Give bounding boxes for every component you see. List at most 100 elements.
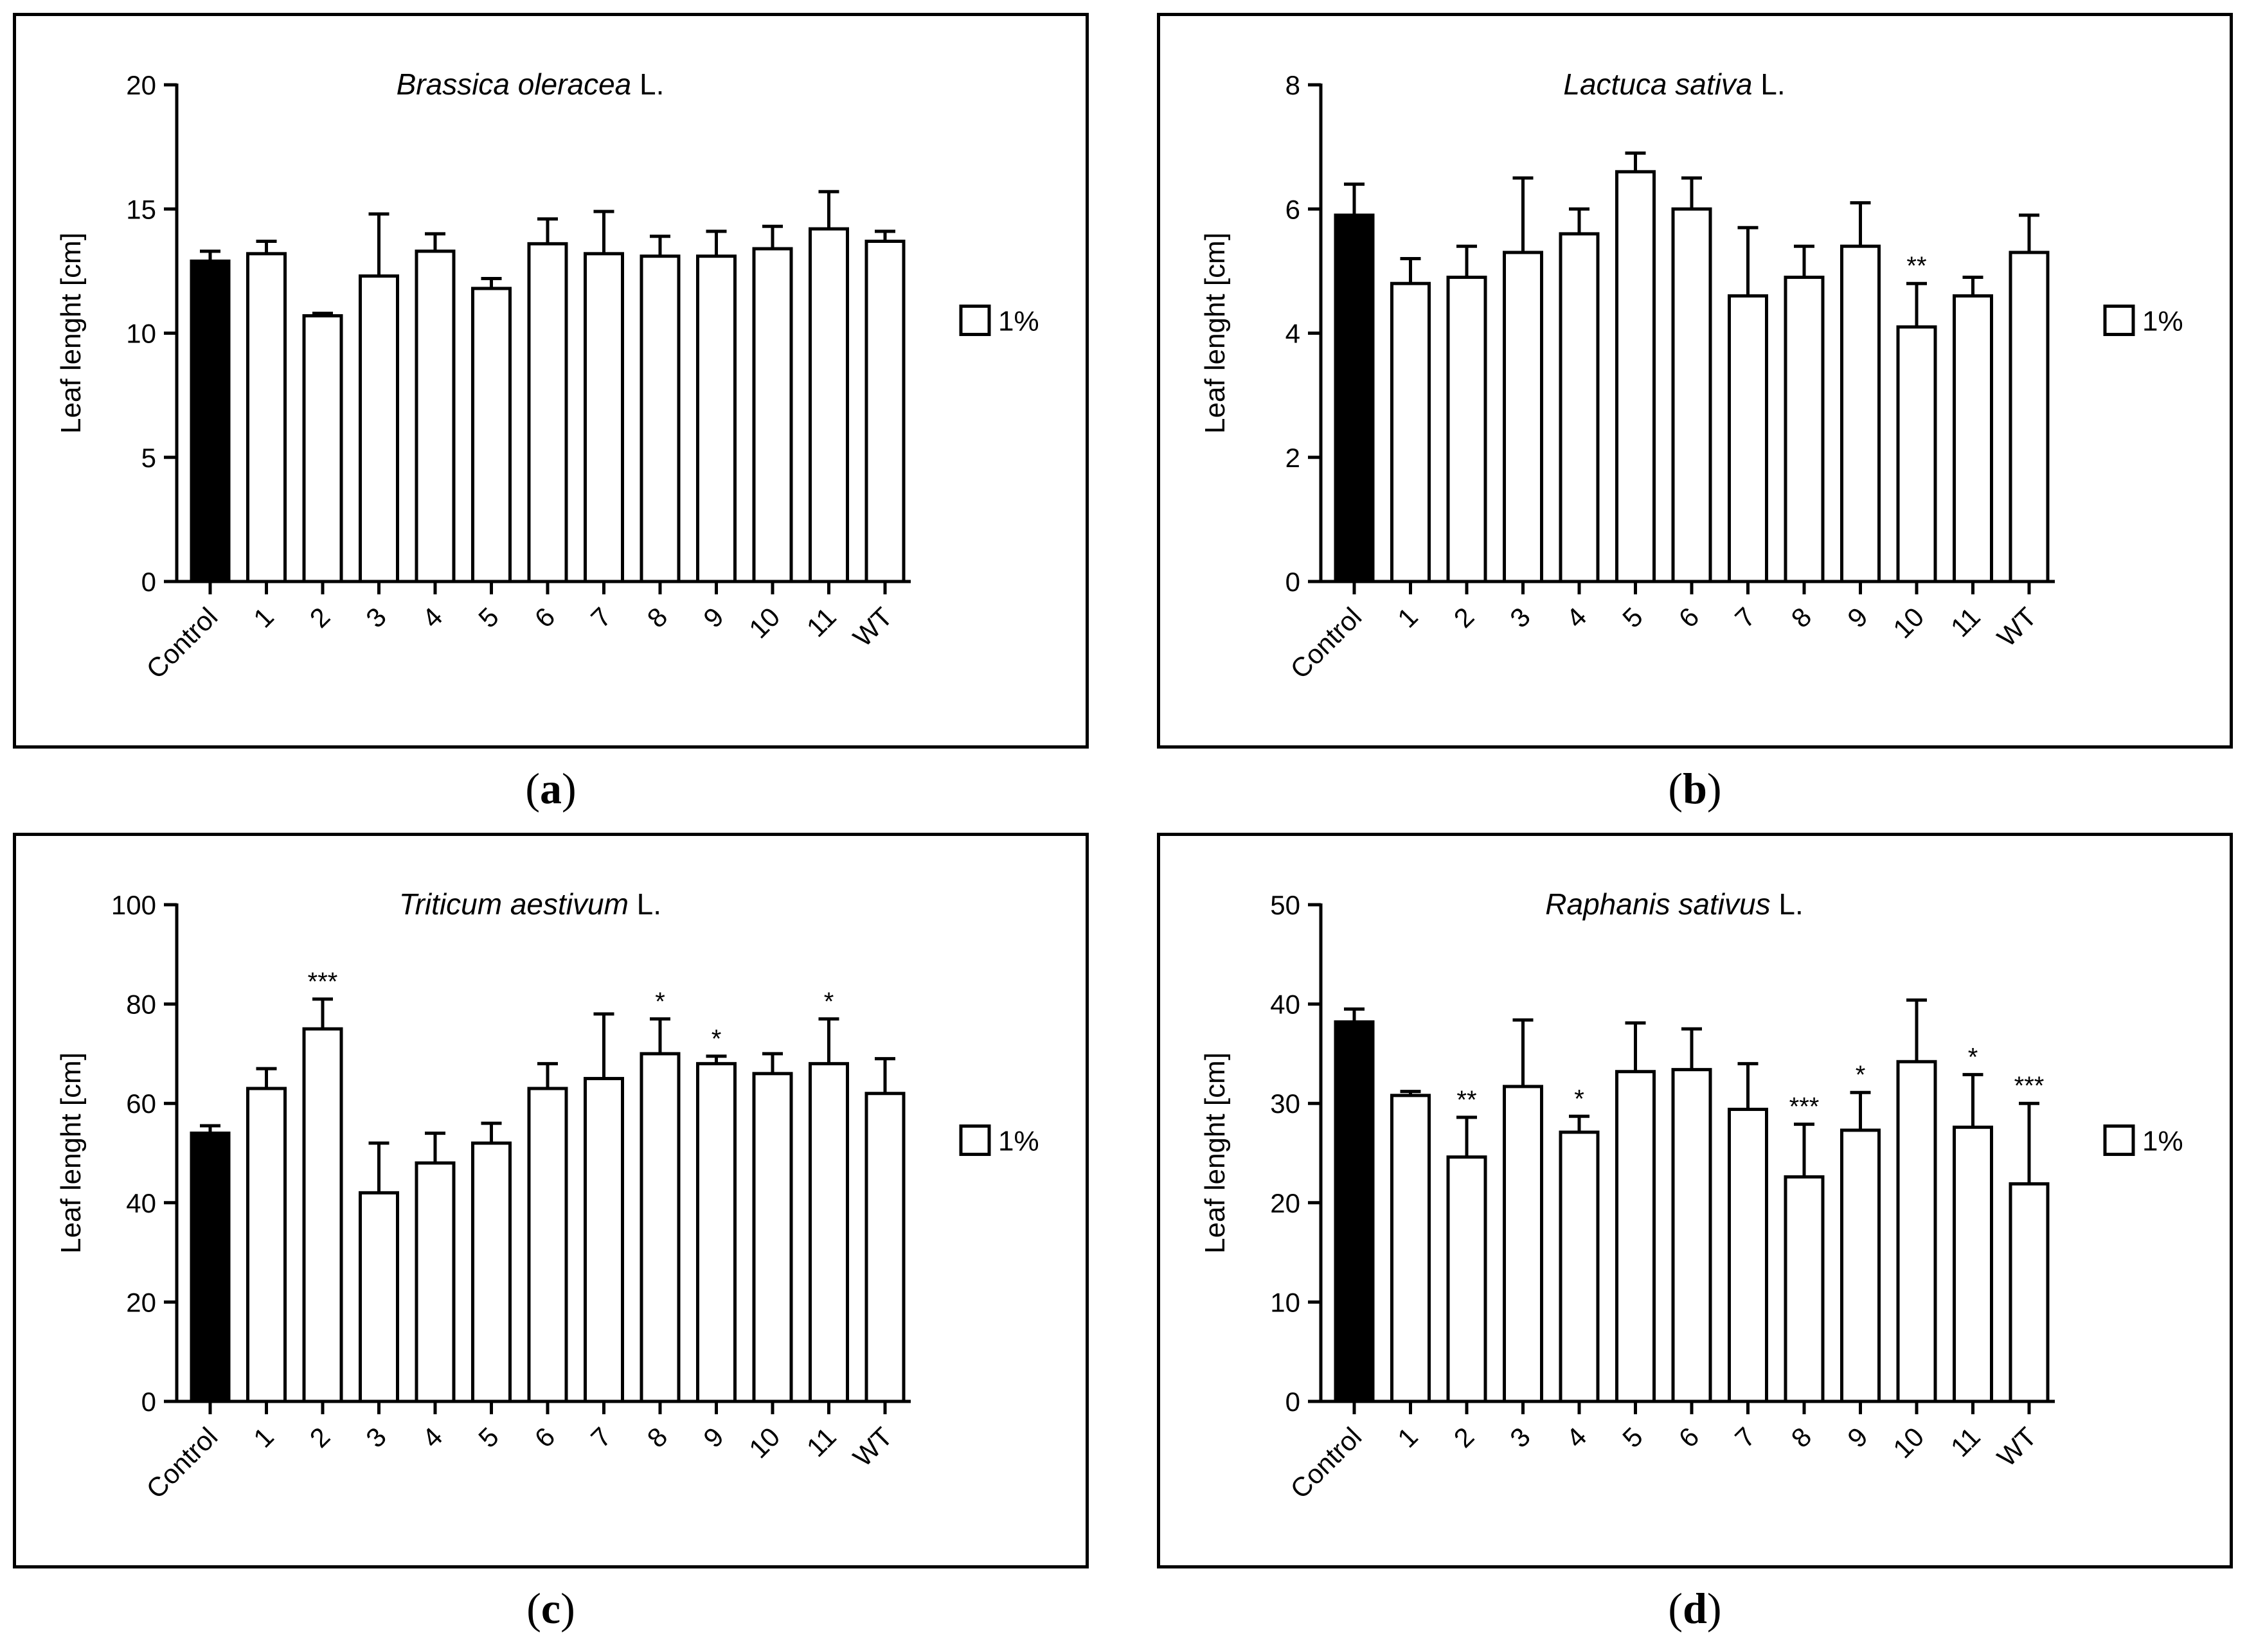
y-axis-label: Leaf lenght [cm] <box>55 1052 87 1254</box>
chart-title-author: L. <box>629 887 661 921</box>
bar <box>1784 1175 1825 1403</box>
legend-label: 1% <box>998 306 1039 337</box>
x-tick-label: 8 <box>641 601 674 634</box>
x-tick-label: 11 <box>801 601 842 643</box>
y-tick-label: 20 <box>126 1287 156 1317</box>
x-tick-label: 10 <box>743 601 785 644</box>
bar <box>1334 1020 1375 1403</box>
x-tick-label: 7 <box>585 1421 617 1453</box>
legend-swatch <box>2103 1124 2135 1156</box>
chart-title-species: Triticum aestivum <box>399 887 629 921</box>
x-tick-label: 1 <box>247 1421 280 1453</box>
chart-title-author: L. <box>1771 887 1804 921</box>
x-tick-label: 10 <box>1887 1421 1929 1464</box>
significance-label: *** <box>308 968 338 996</box>
x-tick-label: 9 <box>697 601 730 634</box>
x-tick-label: Control <box>140 1421 223 1504</box>
bar <box>2009 251 2050 583</box>
bar <box>864 1092 906 1403</box>
x-tick-label: 8 <box>641 1421 674 1453</box>
x-tick-label: 5 <box>472 1421 505 1453</box>
bar <box>809 1061 849 1403</box>
legend-label: 1% <box>998 1126 1039 1157</box>
significance-label: * <box>655 988 665 1016</box>
x-tick-label: 10 <box>1887 601 1929 644</box>
bar <box>246 252 287 583</box>
x-tick-label: WT <box>1991 601 2042 652</box>
y-tick-label: 10 <box>1270 1287 1300 1317</box>
chart-title-species: Raphanis sativus <box>1545 887 1770 921</box>
x-tick-label: 2 <box>1448 601 1480 634</box>
bar <box>584 252 624 583</box>
y-tick-label: 30 <box>1270 1088 1300 1119</box>
y-tick-label: 20 <box>126 70 156 100</box>
bar <box>1953 1125 1993 1403</box>
legend-swatch <box>959 1124 991 1156</box>
y-tick-label: 20 <box>1270 1188 1300 1218</box>
panel-caption-c: (c) <box>526 1584 575 1633</box>
significance-label: * <box>824 988 834 1016</box>
x-tick-label: 6 <box>529 601 561 634</box>
y-tick-label: 40 <box>126 1188 156 1218</box>
bar-chart-b: Lactuca sativa L. 0 2 4 6 8 Leaf lenght [cm] Co… <box>1199 67 2183 684</box>
chart-panel-b: Lactuca sativa L. 0 2 4 6 8 Leaf lenght [cm] Co… <box>1157 13 2233 749</box>
y-tick-label: 4 <box>1285 319 1300 349</box>
significance-label: * <box>1574 1085 1584 1113</box>
bar <box>640 1052 681 1403</box>
x-tick-label: 4 <box>416 1421 449 1453</box>
bar <box>1446 1155 1487 1403</box>
significance-label: *** <box>1789 1093 1820 1121</box>
y-axis-label: Leaf lenght [cm] <box>1199 1052 1231 1254</box>
bar <box>1896 1060 1937 1403</box>
bar <box>2009 1182 2050 1403</box>
bar <box>1671 1068 1712 1403</box>
legend-swatch <box>959 305 991 336</box>
x-tick-label: 7 <box>585 601 617 634</box>
bar <box>1840 1128 1881 1403</box>
significance-label: * <box>712 1025 722 1053</box>
chart-title: Triticum aestivum L. <box>399 887 661 921</box>
y-tick-label: 0 <box>1285 1387 1300 1417</box>
bar <box>1728 294 1768 583</box>
x-tick-label: 5 <box>1616 1421 1649 1453</box>
x-tick-label: 4 <box>416 601 449 634</box>
x-tick-label: Control <box>1284 1421 1367 1504</box>
x-tick-label: 1 <box>1392 1421 1424 1453</box>
chart-title: Raphanis sativus L. <box>1545 887 1803 921</box>
x-tick-label: 4 <box>1561 601 1593 634</box>
bar <box>640 254 681 583</box>
x-tick-label: 6 <box>529 1421 561 1453</box>
legend-label: 1% <box>2142 1126 2183 1157</box>
bar <box>1559 1130 1600 1403</box>
x-tick-label: 4 <box>1561 1421 1593 1453</box>
y-tick-label: 0 <box>141 567 156 597</box>
bar <box>527 1087 568 1403</box>
x-tick-label: 2 <box>304 1421 336 1453</box>
y-tick-label: 60 <box>126 1088 156 1119</box>
y-tick-label: 6 <box>1285 194 1300 224</box>
bar <box>1953 294 1993 583</box>
legend-swatch <box>2103 305 2135 336</box>
x-tick-label: 9 <box>1841 1421 1874 1453</box>
x-tick-label: 2 <box>1448 1421 1480 1453</box>
x-tick-label: WT <box>847 601 898 652</box>
bar <box>1503 1085 1543 1403</box>
bar <box>190 1132 231 1403</box>
y-tick-label: 5 <box>141 443 156 473</box>
x-tick-label: 5 <box>1616 601 1649 634</box>
x-tick-label: Control <box>140 601 223 684</box>
x-tick-label: 8 <box>1786 1421 1818 1453</box>
x-tick-label: 3 <box>1504 601 1536 634</box>
y-tick-label: 10 <box>126 319 156 349</box>
chart-title-species: Brassica oleracea <box>397 67 632 101</box>
y-tick-label: 2 <box>1285 443 1300 473</box>
bar <box>752 1072 793 1403</box>
y-axis-label: Leaf lenght [cm] <box>1199 233 1231 434</box>
bar <box>527 242 568 583</box>
bar <box>1446 276 1487 583</box>
x-tick-label: 9 <box>1841 601 1874 634</box>
y-tick-label: 80 <box>126 990 156 1020</box>
panel-caption-d: (d) <box>1668 1584 1722 1633</box>
bar <box>1728 1107 1768 1403</box>
bar <box>1615 170 1656 583</box>
